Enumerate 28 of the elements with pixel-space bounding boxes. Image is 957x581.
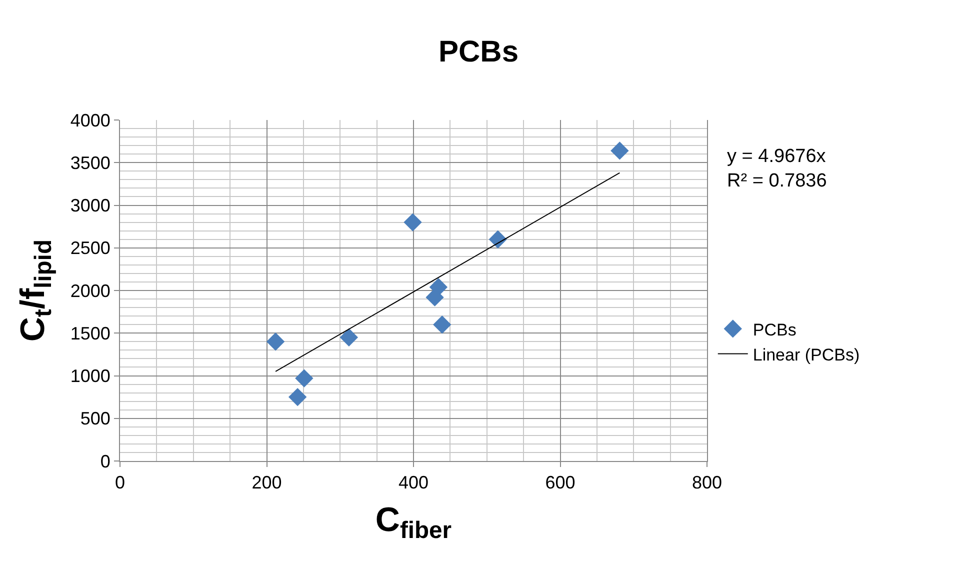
point [488, 230, 507, 248]
x-tick-label: 0 [114, 472, 126, 493]
text: y = 4.9676x R² = 0.7836 [727, 146, 827, 192]
y-tick-label: 500 [80, 408, 110, 429]
y-tick-label: 3000 [70, 196, 110, 216]
y-tick-label: 1000 [70, 366, 110, 386]
x-tick-label: 200 [252, 472, 282, 493]
point [433, 316, 452, 334]
point [266, 332, 285, 351]
x-axis-title: C$_{fiber}$ [375, 500, 452, 544]
legend-label: Linear (PCBs) [752, 345, 860, 364]
point [340, 328, 358, 346]
point [288, 388, 307, 406]
y-tick-label: 3500 [70, 152, 110, 173]
point [404, 213, 422, 232]
y-tick-label: 1500 [70, 323, 110, 344]
legend-label: PCBs [752, 320, 796, 340]
point [429, 278, 448, 296]
y-tick-label: 0 [100, 451, 110, 472]
y-tick-label: 4000 [70, 110, 110, 130]
y-tick-label: 2500 [70, 238, 110, 258]
x-tick-label: 800 [692, 472, 722, 493]
x-tick-label: 600 [545, 472, 576, 493]
chart-title: PCBs [438, 36, 519, 69]
point [610, 142, 629, 160]
point [295, 369, 314, 388]
x-tick-label: 400 [398, 472, 429, 493]
y-tick-label: 2000 [70, 280, 110, 301]
